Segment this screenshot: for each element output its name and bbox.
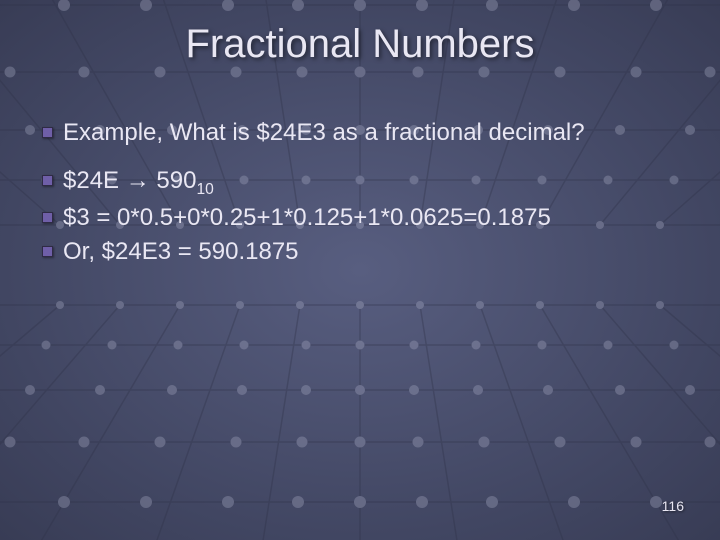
bullet-icon [42,246,53,257]
bullet-item: $3 = 0*0.5+0*0.25+1*0.125+1*0.0625=0.187… [42,203,678,233]
page-number: 116 [662,498,684,514]
subscript: 10 [196,181,213,198]
bullet-item: $24E → 59010 [42,166,678,199]
bullet-text: $24E → 59010 [63,166,678,199]
bullet-text: $3 = 0*0.5+0*0.25+1*0.125+1*0.0625=0.187… [63,203,678,233]
slide-title: Fractional Numbers [0,22,720,67]
slide: Fractional Numbers Example, What is $24E… [0,0,720,540]
bullet-icon [42,127,53,138]
bullet-text-main: $24E → 590 [63,167,196,194]
slide-content: Example, What is $24E3 as a fractional d… [42,118,678,285]
bullet-text: Or, $24E3 = 590.1875 [63,237,678,267]
bullet-icon [42,212,53,223]
bullet-text: Example, What is $24E3 as a fractional d… [63,118,678,148]
bullet-item: Example, What is $24E3 as a fractional d… [42,118,678,148]
bullet-item: Or, $24E3 = 590.1875 [42,237,678,267]
bullet-icon [42,175,53,186]
